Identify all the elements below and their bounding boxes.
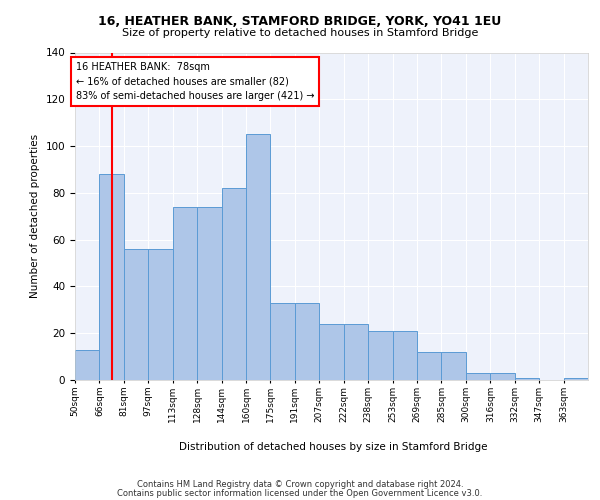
- Bar: [246, 134, 271, 380]
- Bar: [271, 303, 295, 380]
- Bar: [515, 378, 539, 380]
- Bar: [75, 350, 100, 380]
- Text: Distribution of detached houses by size in Stamford Bridge: Distribution of detached houses by size …: [179, 442, 487, 452]
- Bar: [368, 331, 392, 380]
- Bar: [563, 378, 588, 380]
- Text: Contains HM Land Registry data © Crown copyright and database right 2024.: Contains HM Land Registry data © Crown c…: [137, 480, 463, 489]
- Bar: [344, 324, 368, 380]
- Bar: [490, 373, 515, 380]
- Text: Contains public sector information licensed under the Open Government Licence v3: Contains public sector information licen…: [118, 488, 482, 498]
- Bar: [100, 174, 124, 380]
- Y-axis label: Number of detached properties: Number of detached properties: [30, 134, 40, 298]
- Bar: [442, 352, 466, 380]
- Bar: [124, 249, 148, 380]
- Text: 16, HEATHER BANK, STAMFORD BRIDGE, YORK, YO41 1EU: 16, HEATHER BANK, STAMFORD BRIDGE, YORK,…: [98, 15, 502, 28]
- Bar: [295, 303, 319, 380]
- Text: 16 HEATHER BANK:  78sqm
← 16% of detached houses are smaller (82)
83% of semi-de: 16 HEATHER BANK: 78sqm ← 16% of detached…: [76, 62, 314, 102]
- Bar: [221, 188, 246, 380]
- Bar: [173, 207, 197, 380]
- Bar: [197, 207, 221, 380]
- Bar: [319, 324, 344, 380]
- Bar: [392, 331, 417, 380]
- Bar: [148, 249, 173, 380]
- Bar: [466, 373, 490, 380]
- Bar: [417, 352, 442, 380]
- Text: Size of property relative to detached houses in Stamford Bridge: Size of property relative to detached ho…: [122, 28, 478, 38]
